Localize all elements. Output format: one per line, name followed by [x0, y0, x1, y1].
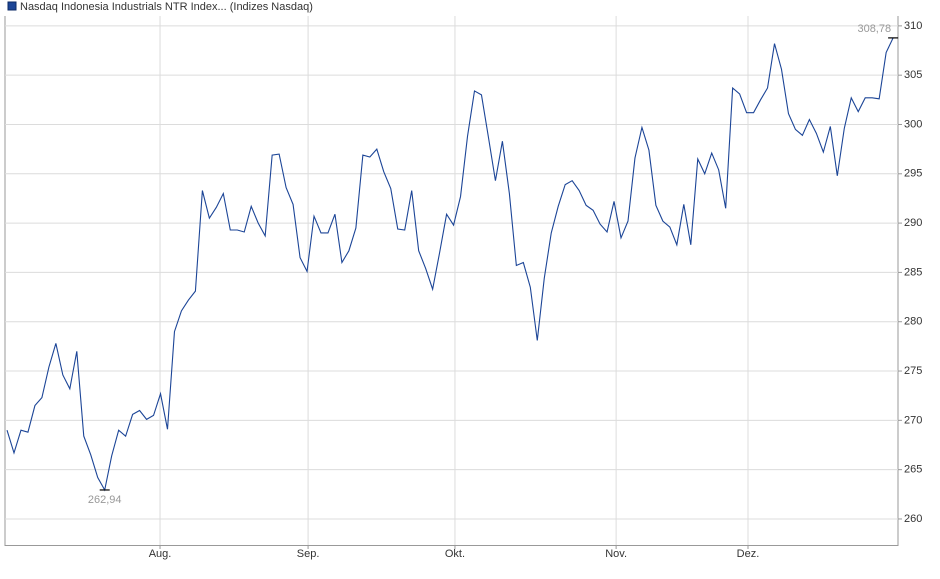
y-tick-label: 300: [904, 118, 922, 130]
x-tick-label: Dez.: [737, 548, 760, 560]
value-label: 308,78: [857, 23, 891, 35]
x-tick-label: Aug.: [149, 548, 172, 560]
y-tick-label: 310: [904, 20, 922, 32]
grid: [5, 16, 898, 545]
x-tick-label: Okt.: [445, 548, 465, 560]
value-label: 262,94: [88, 494, 122, 506]
legend-swatch: [7, 1, 17, 11]
x-tick-label: Sep.: [297, 548, 320, 560]
y-tick-label: 295: [904, 168, 922, 180]
legend-label: Nasdaq Indonesia Industrials NTR Index..…: [20, 1, 313, 13]
y-tick-label: 280: [904, 316, 922, 328]
x-tick-label: Nov.: [605, 548, 627, 560]
y-tick-label: 260: [904, 513, 922, 525]
y-tick-label: 305: [904, 69, 922, 81]
line: [6, 37, 894, 492]
y-tick-label: 275: [904, 365, 922, 377]
y-tick-label: 285: [904, 266, 922, 278]
y-tick-label: 270: [904, 414, 922, 426]
y-tick-label: 265: [904, 464, 922, 476]
y-tick-label: 290: [904, 217, 922, 229]
